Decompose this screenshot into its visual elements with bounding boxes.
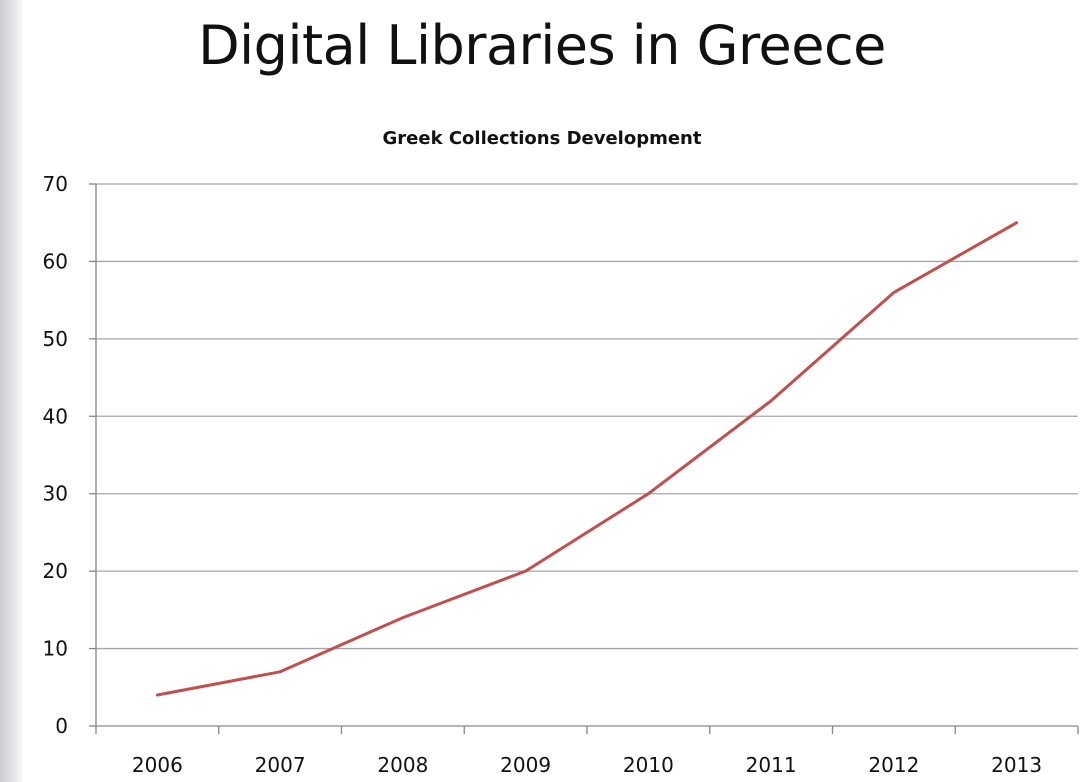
- y-tick-label: 30: [43, 482, 68, 506]
- x-tick-label: 2009: [500, 753, 551, 777]
- series-layer: [157, 223, 1016, 695]
- x-tick-label: 2006: [132, 753, 183, 777]
- gridlines: [96, 184, 1078, 649]
- x-tick-label: 2012: [868, 753, 919, 777]
- x-tick-label: 2010: [623, 753, 674, 777]
- axes: [89, 184, 1078, 734]
- x-tick-label: 2008: [377, 753, 428, 777]
- y-tick-label: 20: [43, 559, 68, 583]
- y-tick-label: 10: [43, 637, 68, 661]
- y-tick-label: 60: [43, 249, 68, 273]
- y-tick-label: 0: [55, 714, 68, 738]
- x-tick-label: 2011: [746, 753, 797, 777]
- y-tick-label: 50: [43, 327, 68, 351]
- series-line: [157, 223, 1016, 695]
- y-tick-label: 40: [43, 404, 68, 428]
- x-tick-labels: 2006 2007 2008 2009 2010 2011 2012 2013: [132, 753, 1042, 777]
- y-tick-labels: 0 10 20 30 40 50 60 70: [43, 172, 68, 738]
- x-tick-label: 2013: [991, 753, 1042, 777]
- y-tick-label: 70: [43, 172, 68, 196]
- x-tick-label: 2007: [255, 753, 306, 777]
